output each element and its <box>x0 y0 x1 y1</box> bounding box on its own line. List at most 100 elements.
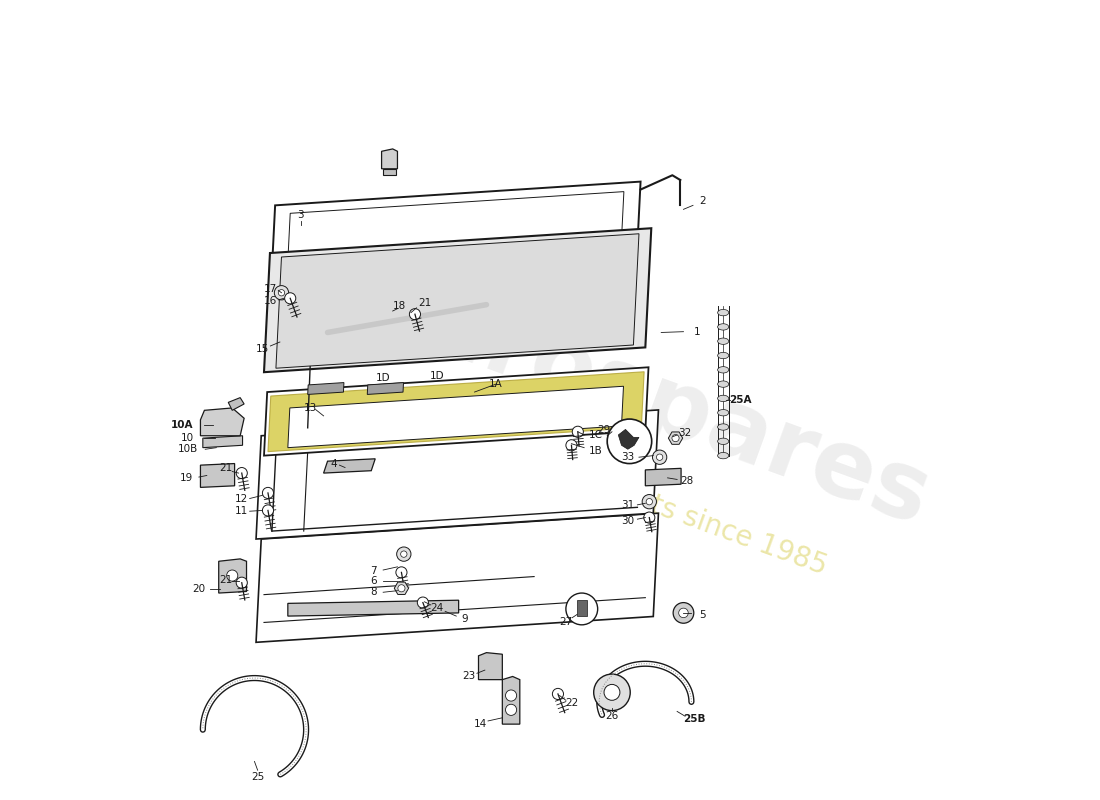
Circle shape <box>409 309 420 320</box>
Circle shape <box>657 454 663 460</box>
Circle shape <box>506 690 517 701</box>
Text: 20: 20 <box>192 584 206 594</box>
Text: 19: 19 <box>179 473 192 483</box>
Text: 1C: 1C <box>590 430 603 440</box>
Text: 25B: 25B <box>683 714 706 724</box>
Circle shape <box>644 512 654 523</box>
Ellipse shape <box>717 410 729 416</box>
Text: 30: 30 <box>621 516 635 526</box>
Polygon shape <box>219 559 246 593</box>
Ellipse shape <box>717 453 729 458</box>
Circle shape <box>652 450 667 464</box>
Polygon shape <box>276 234 639 368</box>
Text: 31: 31 <box>621 500 635 510</box>
Polygon shape <box>578 600 586 616</box>
Circle shape <box>642 494 657 509</box>
Polygon shape <box>383 169 396 175</box>
Text: 3: 3 <box>297 210 304 220</box>
Polygon shape <box>256 514 659 642</box>
Text: 32: 32 <box>679 428 692 438</box>
Circle shape <box>572 426 583 438</box>
Polygon shape <box>669 432 683 444</box>
Circle shape <box>604 685 620 700</box>
Circle shape <box>396 567 407 578</box>
Polygon shape <box>478 653 503 680</box>
Circle shape <box>236 577 248 588</box>
Circle shape <box>274 286 288 300</box>
Text: 17: 17 <box>264 284 277 294</box>
Text: 8: 8 <box>371 587 377 598</box>
Text: 4: 4 <box>331 458 338 469</box>
Text: 13: 13 <box>304 403 317 413</box>
Text: 1A: 1A <box>490 379 503 389</box>
Text: 28: 28 <box>680 476 693 486</box>
Circle shape <box>263 505 274 516</box>
Polygon shape <box>200 463 234 487</box>
Circle shape <box>607 419 651 463</box>
Polygon shape <box>272 182 640 269</box>
Circle shape <box>679 608 689 618</box>
Polygon shape <box>288 386 624 448</box>
Polygon shape <box>367 382 404 394</box>
Polygon shape <box>503 677 520 724</box>
Text: 16: 16 <box>264 296 277 306</box>
Circle shape <box>565 593 597 625</box>
Text: 23: 23 <box>462 671 475 682</box>
Text: 10A: 10A <box>170 421 194 430</box>
Circle shape <box>227 570 238 581</box>
Text: 27: 27 <box>559 618 572 627</box>
Polygon shape <box>387 302 403 318</box>
Text: 15: 15 <box>256 344 270 354</box>
Circle shape <box>278 290 285 296</box>
Text: 18: 18 <box>393 302 406 311</box>
Polygon shape <box>268 326 304 340</box>
Ellipse shape <box>717 381 729 387</box>
Text: 5: 5 <box>700 610 706 619</box>
Ellipse shape <box>717 424 729 430</box>
Text: 1D: 1D <box>376 373 390 382</box>
Ellipse shape <box>717 324 729 330</box>
Polygon shape <box>382 149 397 169</box>
Text: 1B: 1B <box>590 446 603 456</box>
Circle shape <box>398 585 405 592</box>
Circle shape <box>552 688 563 699</box>
Text: 12: 12 <box>235 494 249 503</box>
Text: 25: 25 <box>251 771 264 782</box>
Text: 26: 26 <box>605 711 618 721</box>
Circle shape <box>397 547 411 562</box>
Text: 1D: 1D <box>430 371 444 381</box>
Text: 14: 14 <box>473 719 486 729</box>
Text: 10: 10 <box>182 433 195 443</box>
Polygon shape <box>394 582 408 594</box>
Polygon shape <box>200 408 244 436</box>
Circle shape <box>400 551 407 558</box>
Text: 6: 6 <box>371 576 377 586</box>
Polygon shape <box>646 468 681 486</box>
Circle shape <box>565 440 578 451</box>
Text: 21: 21 <box>418 298 431 308</box>
Circle shape <box>506 704 517 715</box>
Polygon shape <box>264 228 651 372</box>
Polygon shape <box>288 600 459 616</box>
Circle shape <box>263 487 274 498</box>
Ellipse shape <box>717 438 729 445</box>
Text: 2: 2 <box>700 196 706 206</box>
Text: 29: 29 <box>597 425 611 435</box>
Polygon shape <box>323 458 375 473</box>
Text: eurospares: eurospares <box>349 254 942 546</box>
Text: 1: 1 <box>694 326 701 337</box>
Text: 7: 7 <box>371 566 377 576</box>
Circle shape <box>417 597 429 608</box>
Circle shape <box>594 674 630 710</box>
Polygon shape <box>202 436 243 448</box>
Ellipse shape <box>717 352 729 358</box>
Ellipse shape <box>717 310 729 316</box>
Ellipse shape <box>717 395 729 402</box>
Polygon shape <box>264 367 649 456</box>
Polygon shape <box>308 382 344 394</box>
Polygon shape <box>268 305 309 329</box>
Polygon shape <box>229 398 244 410</box>
Circle shape <box>673 602 694 623</box>
Polygon shape <box>618 430 639 450</box>
Ellipse shape <box>717 366 729 373</box>
